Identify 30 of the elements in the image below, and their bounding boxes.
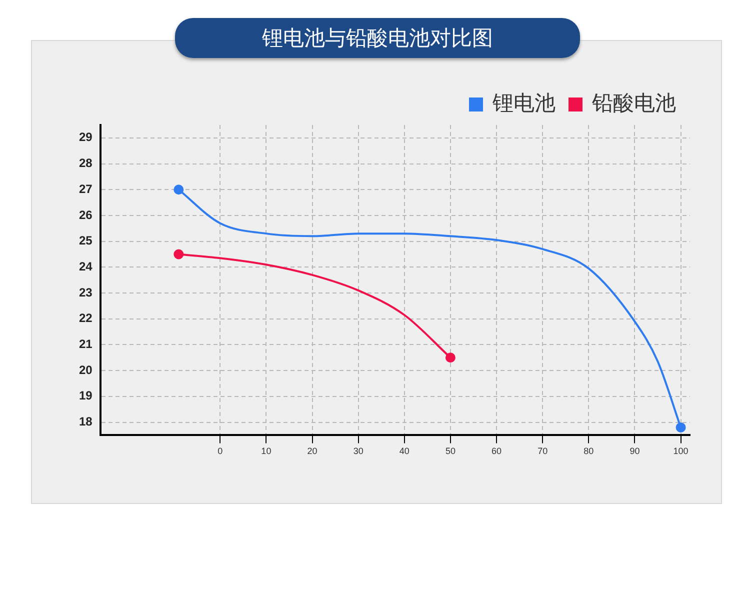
x-tick-label: 80 — [584, 446, 594, 456]
point — [676, 422, 686, 432]
x-tick-label: 100 — [673, 446, 688, 456]
y-tick-label: 22 — [78, 311, 93, 326]
legend-label: 锂电池 — [492, 90, 556, 115]
chart-title: 锂电池与铅酸电池对比图 — [175, 18, 580, 58]
y-tick-label: 24 — [78, 259, 93, 274]
x-tick-label: 0 — [218, 446, 223, 456]
x-tick-label: 70 — [538, 446, 548, 456]
point — [174, 184, 184, 195]
point — [445, 352, 456, 363]
y-tick-label: 18 — [78, 414, 93, 429]
x-tick-label: 90 — [630, 446, 640, 456]
y-tick-label: 20 — [78, 362, 93, 377]
x-tick-label: 30 — [353, 446, 364, 456]
y-tick-label: 25 — [78, 234, 93, 248]
x-tick-label: 40 — [399, 446, 410, 456]
y-tick-label: 28 — [78, 156, 93, 170]
y-tick-label: 19 — [78, 388, 93, 403]
y-tick-label: 23 — [78, 285, 93, 300]
y-tick-label: 26 — [78, 208, 93, 222]
point — [174, 249, 184, 260]
x-tick-label: 20 — [307, 446, 318, 456]
x-tick-label: 60 — [492, 446, 502, 456]
legend-label: 铅酸电池 — [591, 90, 676, 115]
y-tick-label: 21 — [78, 337, 93, 352]
x-tick-label: 50 — [445, 446, 456, 456]
y-tick-label: 27 — [78, 182, 93, 196]
y-tick-label: 29 — [78, 130, 93, 144]
x-tick-label: 10 — [261, 446, 272, 456]
